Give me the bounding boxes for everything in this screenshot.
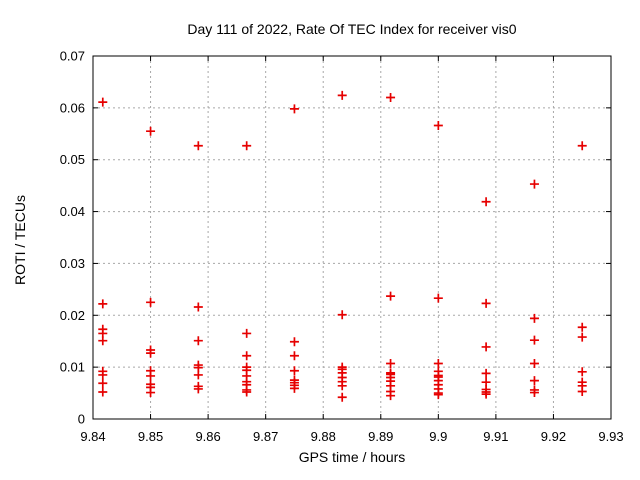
- data-point-marker: [386, 359, 396, 369]
- data-point-marker: [386, 391, 396, 401]
- data-point-marker: [146, 348, 156, 358]
- data-point-marker: [433, 359, 443, 369]
- y-tick-label: 0.04: [60, 204, 85, 219]
- data-point-marker: [386, 92, 396, 102]
- data-point-marker: [529, 179, 539, 189]
- y-tick-label: 0: [78, 412, 85, 427]
- data-point-marker: [481, 389, 491, 399]
- data-point-marker: [433, 293, 443, 303]
- data-point-marker: [337, 90, 347, 100]
- data-point-marker: [242, 141, 252, 151]
- data-point-marker: [193, 302, 203, 312]
- data-point-marker: [98, 299, 108, 309]
- data-point-marker: [481, 342, 491, 352]
- data-point-marker: [529, 359, 539, 369]
- data-point-marker: [146, 297, 156, 307]
- data-point-marker: [193, 370, 203, 380]
- x-tick-label: 9.93: [598, 429, 623, 444]
- x-tick-label: 9.84: [80, 429, 105, 444]
- data-point-marker: [193, 336, 203, 346]
- data-point-marker: [146, 371, 156, 381]
- x-tick-label: 9.9: [429, 429, 447, 444]
- data-point-marker: [98, 378, 108, 388]
- x-tick-label: 9.92: [541, 429, 566, 444]
- data-point-marker: [577, 322, 587, 332]
- y-tick-label: 0.03: [60, 256, 85, 271]
- data-point-marker: [481, 368, 491, 378]
- data-point-marker: [529, 376, 539, 386]
- data-point-marker: [529, 335, 539, 345]
- y-tick-label: 0.06: [60, 100, 85, 115]
- y-tick-label: 0.07: [60, 49, 85, 64]
- data-point-marker: [577, 387, 587, 397]
- x-tick-label: 9.85: [138, 429, 163, 444]
- data-point-marker: [146, 388, 156, 398]
- data-point-marker: [481, 197, 491, 207]
- data-point-marker: [98, 336, 108, 346]
- data-point-marker: [98, 387, 108, 397]
- y-tick-label: 0.05: [60, 152, 85, 167]
- data-point-marker: [289, 351, 299, 361]
- x-tick-label: 9.87: [253, 429, 278, 444]
- x-tick-labels: 9.84 9.85 9.86 9.87 9.88 9.89 9.9 9.91 9.92 9.93: [80, 429, 623, 444]
- data-point-marker: [289, 366, 299, 376]
- x-tick-label: 9.91: [483, 429, 508, 444]
- data-point-marker: [98, 97, 108, 107]
- data-point-marker: [193, 384, 203, 394]
- data-point-marker: [193, 141, 203, 151]
- y-tick-label: 0.02: [60, 308, 85, 323]
- data-point-marker: [289, 383, 299, 393]
- data-point-marker: [337, 381, 347, 391]
- data-point-marker: [289, 337, 299, 347]
- data-point-marker: [433, 390, 443, 400]
- data-point-marker: [577, 332, 587, 342]
- data-point-marker: [337, 310, 347, 320]
- data-point-marker: [146, 126, 156, 136]
- data-point-marker: [242, 328, 252, 338]
- data-point-marker: [577, 141, 587, 151]
- data-point-marker: [337, 392, 347, 402]
- gridlines: [93, 56, 611, 419]
- y-tick-labels: 0 0.01 0.02 0.03 0.04 0.05 0.06 0.07: [60, 49, 85, 427]
- data-point-marker: [529, 313, 539, 323]
- data-point-marker: [433, 120, 443, 130]
- chart-title: Day 111 of 2022, Rate Of TEC Index for r…: [187, 21, 516, 37]
- data-point-marker: [481, 298, 491, 308]
- tick-marks: [92, 55, 612, 420]
- data-points: [98, 90, 587, 402]
- data-point-marker: [242, 351, 252, 361]
- data-point-marker: [289, 104, 299, 114]
- data-point-marker: [386, 291, 396, 301]
- data-point-marker: [98, 370, 108, 380]
- x-tick-label: 9.88: [311, 429, 336, 444]
- y-axis-label: ROTI / TECUs: [12, 195, 28, 285]
- data-point-marker: [242, 387, 252, 397]
- data-point-marker: [577, 367, 587, 377]
- plot-border: [92, 55, 612, 420]
- x-axis-label: GPS time / hours: [299, 449, 406, 465]
- data-point-marker: [529, 388, 539, 398]
- y-tick-label: 0.01: [60, 360, 85, 375]
- x-tick-label: 9.86: [195, 429, 220, 444]
- x-tick-label: 9.89: [368, 429, 393, 444]
